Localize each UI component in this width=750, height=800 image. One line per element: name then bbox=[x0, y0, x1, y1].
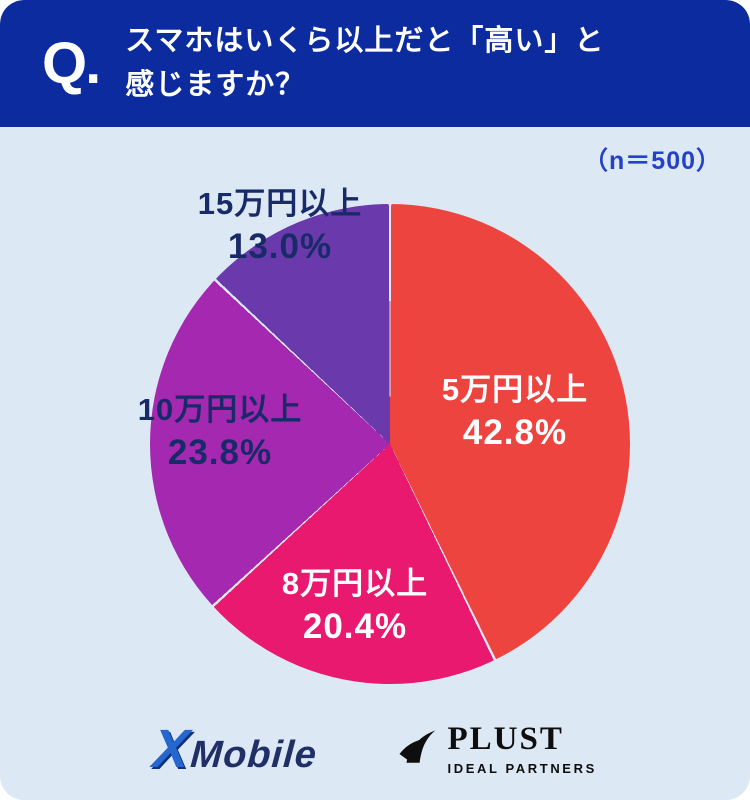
pie-chart bbox=[150, 204, 630, 684]
pie-label-10man: 10万円以上 23.8% bbox=[65, 392, 375, 473]
pie-label-5man-percent: 42.8% bbox=[462, 412, 568, 452]
plust-wordmark: PLUST IDEAL PARTNERS bbox=[447, 720, 597, 776]
plust-name: PLUST bbox=[447, 720, 564, 757]
pie-label-15man: 15万円以上 13.0% bbox=[125, 186, 435, 267]
plust-logo: PLUST IDEAL PARTNERS bbox=[396, 720, 597, 776]
plust-subtitle: IDEAL PARTNERS bbox=[447, 760, 597, 776]
pie-label-10man-name: 10万円以上 bbox=[137, 392, 303, 427]
pie-label-15man-percent: 13.0% bbox=[227, 226, 333, 266]
pie-label-8man: 8万円以上 20.4% bbox=[200, 566, 510, 647]
xmobile-wordmark: Mobile bbox=[189, 733, 319, 776]
xmobile-x-icon: X bbox=[151, 718, 192, 779]
sample-size: （n＝500） bbox=[583, 147, 722, 175]
pie-label-10man-percent: 23.8% bbox=[167, 432, 273, 472]
plust-bird-icon bbox=[396, 726, 438, 773]
question-title-line2: 感じますか？ bbox=[125, 68, 306, 101]
xmobile-logo: X Mobile bbox=[151, 718, 319, 779]
q-label: Q. bbox=[42, 30, 101, 96]
pie-label-5man-name: 5万円以上 bbox=[441, 372, 589, 407]
question-title: スマホはいくら以上だと「高い」と 感じますか？ bbox=[125, 20, 604, 107]
question-title-line1: スマホはいくら以上だと「高い」と bbox=[125, 25, 605, 57]
pie-label-8man-name: 8万円以上 bbox=[281, 566, 429, 601]
pie-label-15man-name: 15万円以上 bbox=[197, 186, 363, 221]
pie-label-5man: 5万円以上 42.8% bbox=[360, 372, 670, 453]
question-header: Q. スマホはいくら以上だと「高い」と 感じますか？ bbox=[0, 0, 750, 127]
pie-label-8man-percent: 20.4% bbox=[302, 606, 408, 646]
footer-logos: X Mobile PLUST IDEAL PARTNERS bbox=[0, 716, 750, 782]
